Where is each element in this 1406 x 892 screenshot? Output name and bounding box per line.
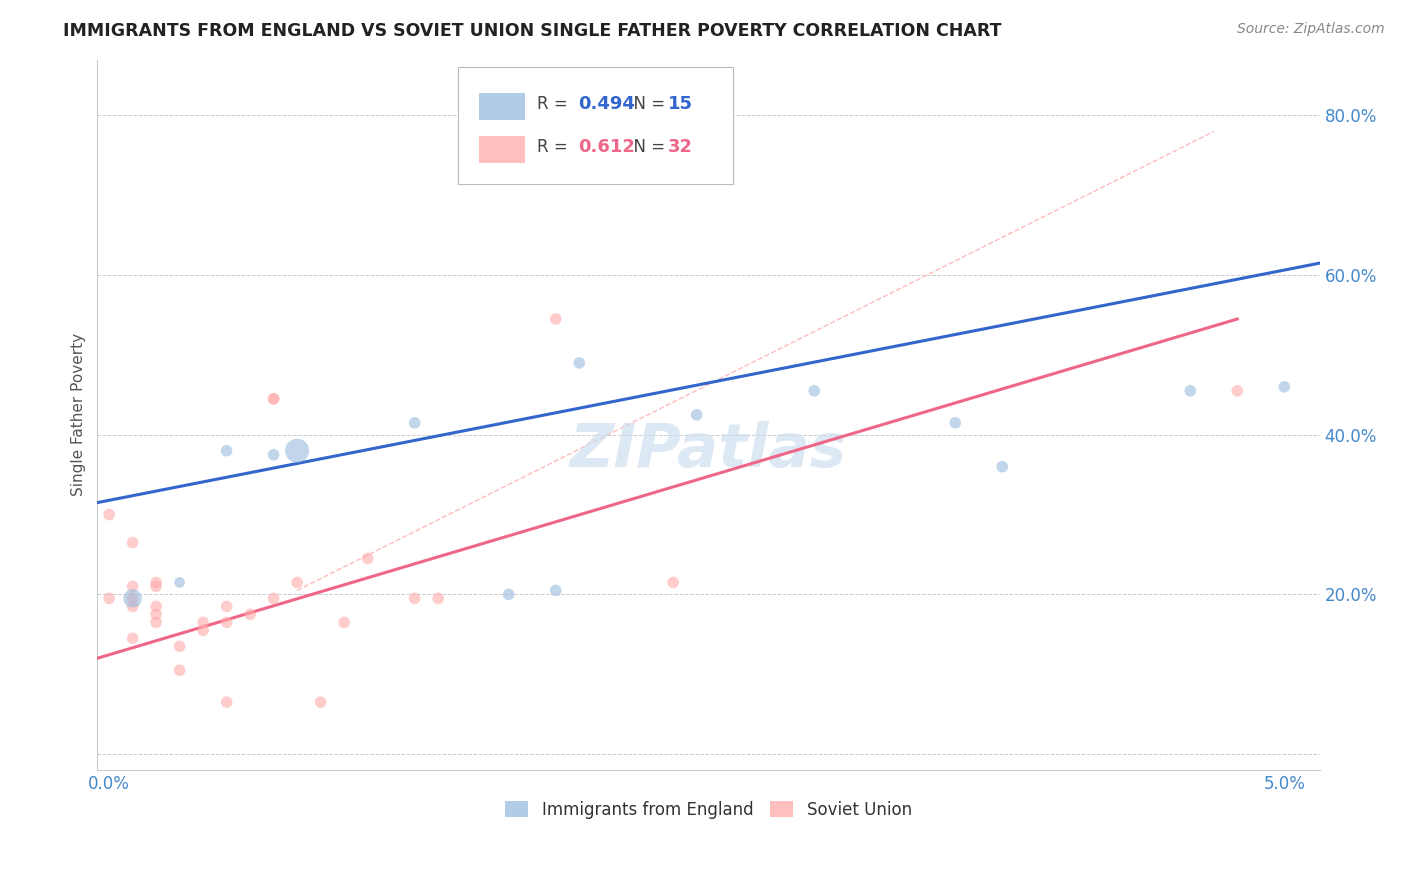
Point [239,607,262,622]
Text: R =: R = [537,138,574,156]
Text: 0.494: 0.494 [578,95,634,113]
Bar [478,136,524,162]
Text: IMMIGRANTS FROM ENGLAND VS SOVIET UNION SINGLE FATHER POVERTY CORRELATION CHART: IMMIGRANTS FROM ENGLAND VS SOVIET UNION … [63,22,1001,40]
Point [121,632,143,646]
Point [215,615,238,630]
Text: 0.612: 0.612 [578,138,634,156]
Point [121,579,143,593]
Point [98,591,121,606]
Text: N =: N = [623,95,671,113]
Point [943,416,966,430]
Point [169,663,191,677]
Point [263,392,285,406]
Point [803,384,825,398]
Point [145,599,167,614]
Text: R =: R = [537,95,574,113]
Point [1180,384,1202,398]
Point [169,640,191,654]
Point [215,599,238,614]
Point [215,695,238,709]
Point [404,591,426,606]
Text: Source: ZipAtlas.com: Source: ZipAtlas.com [1237,22,1385,37]
Point [169,575,191,590]
Point [121,599,143,614]
Point [215,443,238,458]
Point [309,695,332,709]
Point [263,392,285,406]
Point [285,443,308,458]
FancyBboxPatch shape [458,67,733,184]
Point [121,591,143,606]
Text: N =: N = [623,138,671,156]
Point [662,575,685,590]
Point [285,575,308,590]
Point [544,312,567,326]
Point [498,587,520,601]
Point [686,408,709,422]
Point [121,591,143,606]
Point [404,416,426,430]
Y-axis label: Single Father Poverty: Single Father Poverty [72,334,86,496]
Point [121,535,143,549]
Point [1226,384,1249,398]
Text: 15: 15 [668,95,693,113]
Point [544,583,567,598]
Point [145,615,167,630]
Point [1272,380,1295,394]
Point [427,591,450,606]
Point [145,607,167,622]
Point [568,356,591,370]
Point [145,575,167,590]
Point [263,591,285,606]
Point [991,459,1014,474]
Bar [478,93,524,120]
Point [145,579,167,593]
Point [263,448,285,462]
Point [356,551,378,566]
Point [98,508,121,522]
Point [191,615,214,630]
Text: ZIPatlas: ZIPatlas [569,421,846,480]
Point [333,615,356,630]
Legend: Immigrants from England, Soviet Union: Immigrants from England, Soviet Union [498,794,918,826]
Point [191,624,214,638]
Text: 32: 32 [668,138,693,156]
